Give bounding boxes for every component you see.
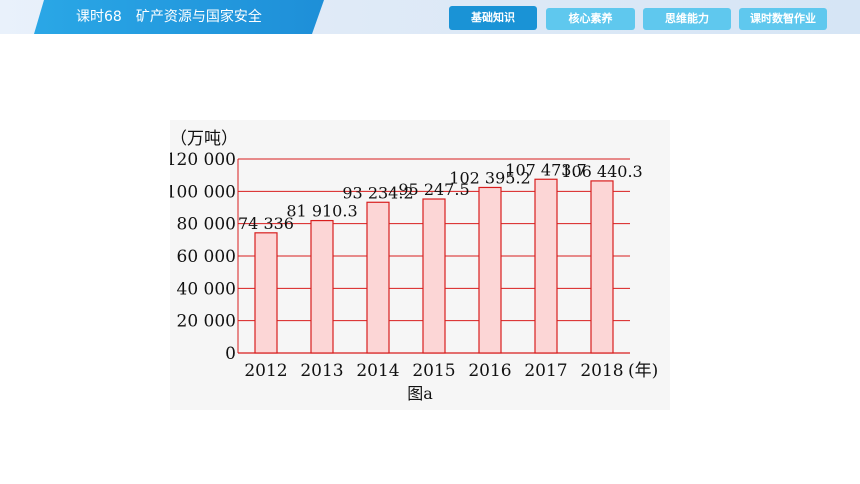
lesson-title: 课时68 矿产资源与国家安全 xyxy=(34,0,324,34)
x-tick-label: 2018 xyxy=(580,361,623,381)
x-tick-labels: 2012 2013 2014 2015 2016 2017 2018 xyxy=(244,361,623,381)
value-label: 106 440.3 xyxy=(561,162,642,181)
x-tick-label: 2016 xyxy=(468,361,511,381)
x-tick-label: 2012 xyxy=(244,361,287,381)
value-label: 95 247.5 xyxy=(398,180,469,199)
value-label: 107 473.7 xyxy=(505,160,586,179)
value-label: 81 910.3 xyxy=(286,202,357,221)
y-tick-label: 60 000 xyxy=(177,247,236,267)
bar xyxy=(590,180,614,354)
value-label: 74 336 xyxy=(238,214,294,233)
bar xyxy=(366,201,390,354)
bars xyxy=(254,178,614,354)
x-tick-label: 2017 xyxy=(524,361,567,381)
value-label: 93 234.2 xyxy=(342,183,413,202)
y-unit-label: （万吨） xyxy=(170,129,238,149)
x-tick-label: 2014 xyxy=(356,361,399,381)
chart-panel: （万吨） 0 20 000 40 000 60 000 80 000 100 000 120… xyxy=(166,120,670,410)
bar xyxy=(422,198,446,354)
figure-caption: 图a xyxy=(407,384,433,403)
nav-button-homework[interactable]: 课时数智作业 xyxy=(739,8,827,30)
nav-button-thinking-ability[interactable]: 思维能力 xyxy=(643,8,731,30)
y-tick-labels: 0 20 000 40 000 60 000 80 000 100 000 120 000 xyxy=(166,150,236,364)
y-tick-label: 20 000 xyxy=(177,312,236,332)
bar xyxy=(534,178,558,354)
bar xyxy=(254,232,278,354)
bar xyxy=(310,219,334,354)
y-tick-label: 0 xyxy=(225,344,236,364)
value-label: 102 395.2 xyxy=(449,168,530,187)
bar xyxy=(478,186,502,354)
top-bar: 课时68 矿产资源与国家安全 基础知识 核心素养 思维能力 课时数智作业 xyxy=(0,0,860,34)
nav-button-core-literacy[interactable]: 核心素养 xyxy=(546,8,635,30)
x-tick-label: 2015 xyxy=(412,361,455,381)
nav-button-basic-knowledge[interactable]: 基础知识 xyxy=(449,6,537,30)
x-tick-label: 2013 xyxy=(300,361,343,381)
y-tick-label: 40 000 xyxy=(177,279,236,299)
y-tick-label: 120 000 xyxy=(170,150,236,170)
x-unit-label: (年) xyxy=(628,361,658,381)
y-tick-label: 100 000 xyxy=(170,182,236,202)
bar-chart: （万吨） 0 20 000 40 000 60 000 80 000 100 000 120… xyxy=(166,129,659,403)
y-tick-label: 80 000 xyxy=(177,215,236,235)
